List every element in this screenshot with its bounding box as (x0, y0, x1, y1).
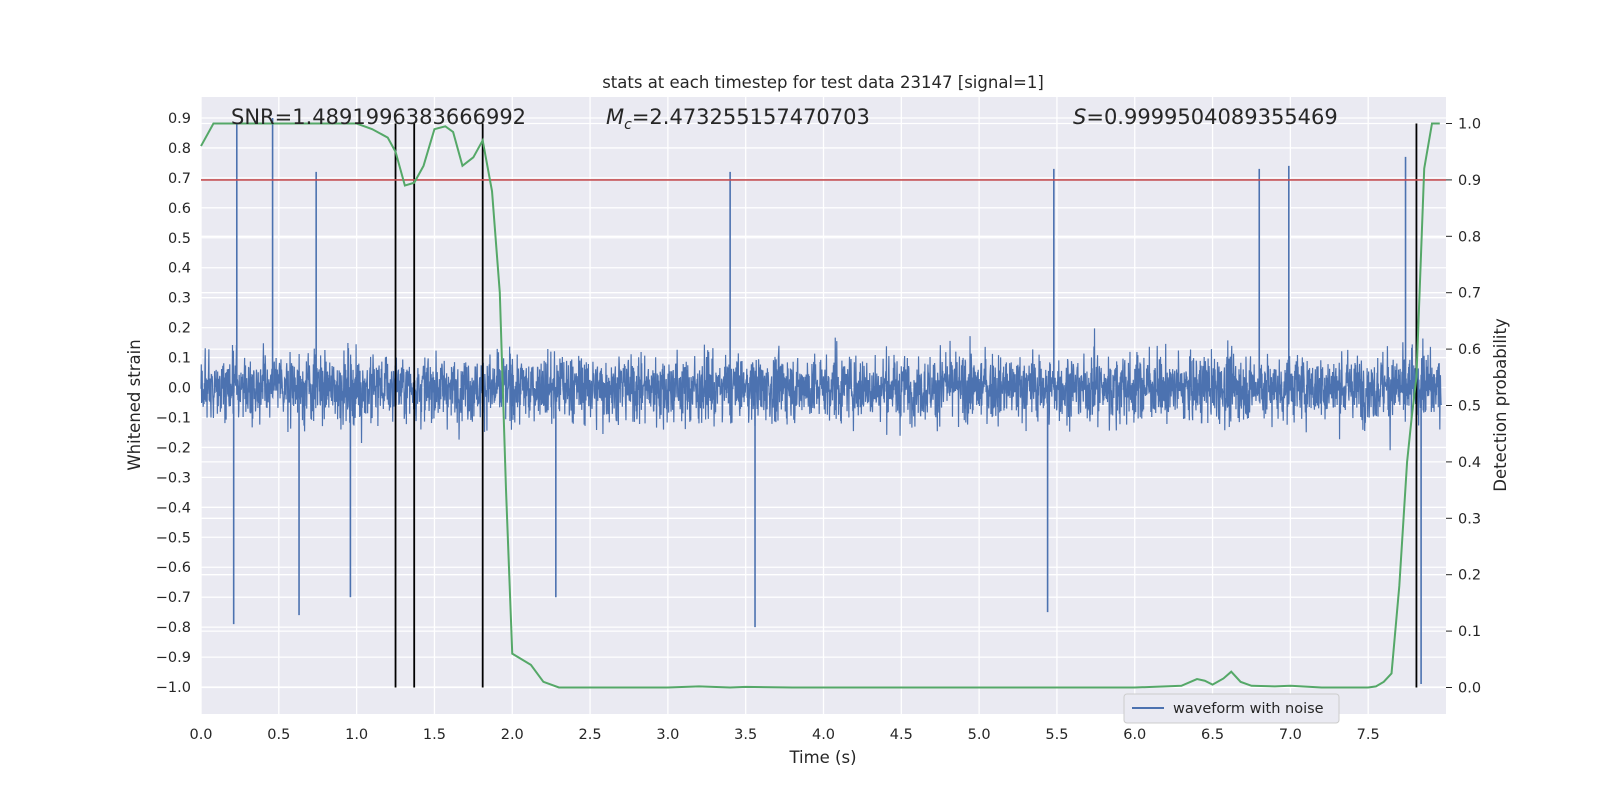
x-tick-label: 5.5 (1045, 727, 1068, 743)
probability-line (200, 122, 1440, 689)
x-tick-label: 1.5 (423, 727, 446, 743)
left-y-tick-label: 0.7 (168, 171, 191, 187)
vertical-markers (394, 123, 1418, 688)
legend: waveform with noise (1123, 693, 1340, 724)
legend-label: waveform with noise (1173, 701, 1324, 717)
s-symbol: S (1073, 105, 1086, 129)
left-y-tick-label: 0.9 (168, 111, 191, 127)
left-y-tick-label: 0.4 (168, 261, 191, 277)
left-y-tick-label: 0.3 (168, 291, 191, 307)
left-y-tick-label: −0.2 (156, 440, 191, 456)
left-y-tick-label: −1.0 (156, 680, 191, 696)
s-annotation: S=0.9999504089355469 (1073, 105, 1338, 129)
right-y-tick-label: 0.3 (1458, 511, 1481, 527)
x-tick-label: 0.5 (267, 727, 290, 743)
right-y-ticks: 1.0 0.9 0.8 0.7 0.6 0.5 0.4 0.3 0.2 0.1 0.0 (1446, 117, 1481, 696)
x-tick-label: 6.0 (1123, 727, 1146, 743)
left-y-tick-label: −0.6 (156, 560, 191, 576)
mc-symbol: M (606, 105, 624, 129)
x-tick-label: 5.0 (968, 727, 991, 743)
x-tick-label: 2.0 (501, 727, 524, 743)
right-y-tick-label: 0.4 (1458, 455, 1481, 471)
right-y-tick-label: 0.2 (1458, 568, 1481, 584)
x-tick-label: 7.5 (1357, 727, 1380, 743)
waveform-line (200, 328, 1442, 451)
right-y-axis-label: Detection probability (1491, 318, 1510, 492)
left-y-tick-label: −0.7 (156, 590, 191, 606)
x-tick-label: 3.5 (734, 727, 757, 743)
x-tick-label: 6.5 (1201, 727, 1224, 743)
right-y-tick-label: 0.5 (1458, 399, 1481, 415)
x-tick-label: 2.5 (579, 727, 602, 743)
s-value: =0.9999504089355469 (1086, 105, 1337, 129)
left-y-tick-label: 0.5 (168, 231, 191, 247)
left-y-axis-label: Whitened strain (125, 339, 144, 470)
left-y-tick-label: 0.1 (168, 351, 191, 367)
right-y-tick-label: 0.0 (1458, 680, 1481, 696)
x-tick-label: 4.0 (812, 727, 835, 743)
x-tick-label: 7.0 (1279, 727, 1302, 743)
left-y-tick-label: −0.5 (156, 530, 191, 546)
right-y-tick-label: 0.1 (1458, 624, 1481, 640)
chirp-mass-annotation: Mc=2.473255157470703 (606, 105, 870, 133)
left-y-tick-label: 0.0 (168, 381, 191, 397)
right-y-tick-label: 0.6 (1458, 342, 1481, 358)
left-y-tick-label: 0.6 (168, 201, 191, 217)
mc-subscript: c (624, 117, 632, 133)
left-y-tick-label: −0.4 (156, 500, 191, 516)
x-tick-label: 3.0 (656, 727, 679, 743)
x-tick-label: 1.0 (345, 727, 368, 743)
left-y-ticks: 0.9 0.8 0.7 0.6 0.5 0.4 0.3 0.2 0.1 0.0 −0.1 −0.2 −0… (156, 111, 191, 696)
right-y-tick-label: 0.9 (1458, 173, 1481, 189)
x-ticks: 0.0 0.5 1.0 1.5 2.0 2.5 3.0 3.5 4.0 4.5 5.0 5.5 6.0 6… (189, 727, 1379, 743)
right-y-tick-label: 1.0 (1458, 117, 1481, 133)
left-y-tick-label: 0.2 (168, 321, 191, 337)
right-y-tick-label: 0.7 (1458, 286, 1481, 302)
left-y-tick-label: 0.8 (168, 141, 191, 157)
left-y-tick-label: −0.3 (156, 470, 191, 486)
left-y-tick-label: −0.9 (156, 650, 191, 666)
x-tick-label: 0.0 (189, 727, 212, 743)
legend-box (1123, 693, 1340, 724)
probability-series (200, 122, 1440, 689)
left-y-tick-label: −0.1 (156, 410, 191, 426)
x-axis-label: Time (s) (788, 748, 856, 767)
mc-value: =2.473255157470703 (632, 105, 870, 129)
right-y-tick-label: 0.8 (1458, 229, 1481, 245)
x-tick-label: 4.5 (890, 727, 913, 743)
snr-annotation: SNR=1.4891996383666992 (231, 105, 526, 129)
chart-title: stats at each timestep for test data 231… (602, 73, 1044, 92)
left-y-tick-label: −0.8 (156, 620, 191, 636)
waveform-series (200, 117, 1442, 685)
